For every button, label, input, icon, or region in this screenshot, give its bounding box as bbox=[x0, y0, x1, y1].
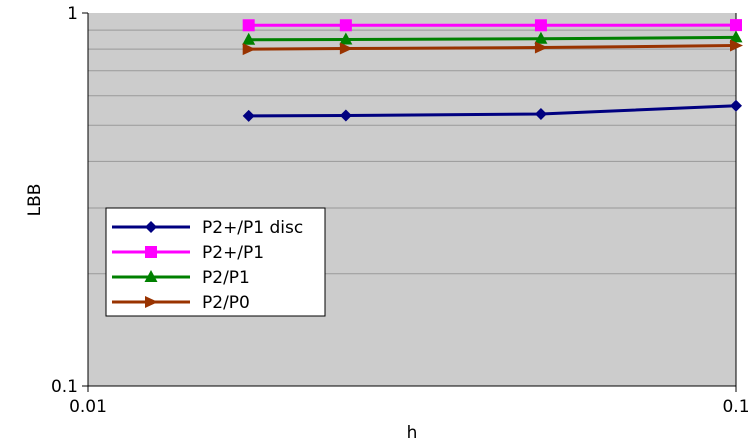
data-point-0-2 bbox=[534, 108, 547, 121]
y-tick-label-bottom: 0.1 bbox=[51, 377, 78, 397]
data-point-1-2 bbox=[534, 19, 547, 32]
data-point-3-3 bbox=[730, 39, 743, 52]
series-line-3 bbox=[248, 44, 737, 51]
data-point-2-0 bbox=[242, 32, 256, 45]
data-point-0-3 bbox=[730, 99, 742, 112]
legend-label-0: P2+/P1 disc bbox=[202, 218, 303, 238]
legend-label-1: P2+/P1 bbox=[202, 243, 264, 263]
data-point-0-1 bbox=[339, 109, 352, 122]
axis-ticks bbox=[82, 12, 737, 392]
data-point-1-3 bbox=[730, 19, 742, 32]
x-tick-label-right: 0.1 bbox=[722, 397, 749, 417]
legend-items: P2+/P1 disc P2+/P1 P2/P1 P2/P0 bbox=[112, 218, 303, 313]
series-1 bbox=[242, 19, 742, 32]
legend-label-2: P2/P1 bbox=[202, 268, 250, 288]
data-point-2-1 bbox=[339, 32, 353, 45]
plot-area bbox=[88, 13, 736, 386]
x-axis-title: h bbox=[407, 423, 418, 443]
series-layer bbox=[242, 19, 743, 122]
legend-label-3: P2/P0 bbox=[202, 293, 250, 313]
series-3 bbox=[242, 39, 743, 56]
legend-marker-1 bbox=[145, 246, 157, 258]
data-point-2-2 bbox=[534, 31, 548, 44]
y-axis-title: LBB bbox=[25, 184, 45, 217]
y-tick-label-top: 1 bbox=[67, 4, 78, 24]
legend-marker-3 bbox=[145, 296, 158, 308]
data-point-3-2 bbox=[534, 41, 548, 54]
series-0 bbox=[242, 99, 742, 122]
data-point-3-0 bbox=[242, 43, 256, 56]
data-point-3-1 bbox=[339, 42, 353, 55]
data-point-0-0 bbox=[242, 109, 255, 122]
data-point-1-1 bbox=[339, 19, 352, 32]
series-line-0 bbox=[248, 104, 737, 118]
legend-marker-0 bbox=[145, 221, 157, 233]
series-2 bbox=[242, 30, 743, 45]
series-line-2 bbox=[248, 35, 737, 42]
data-point-2-3 bbox=[729, 30, 743, 43]
data-point-1-0 bbox=[242, 19, 255, 32]
legend-marker-2 bbox=[144, 270, 158, 282]
x-tick-label-left: 0.01 bbox=[69, 397, 107, 417]
legend: P2+/P1 disc P2+/P1 P2/P1 P2/P0 bbox=[105, 207, 326, 317]
